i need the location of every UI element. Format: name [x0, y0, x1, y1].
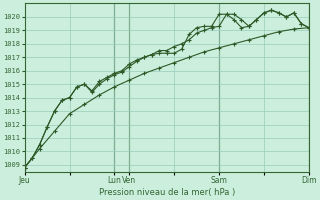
X-axis label: Pression niveau de la mer( hPa ): Pression niveau de la mer( hPa ): [99, 188, 235, 197]
